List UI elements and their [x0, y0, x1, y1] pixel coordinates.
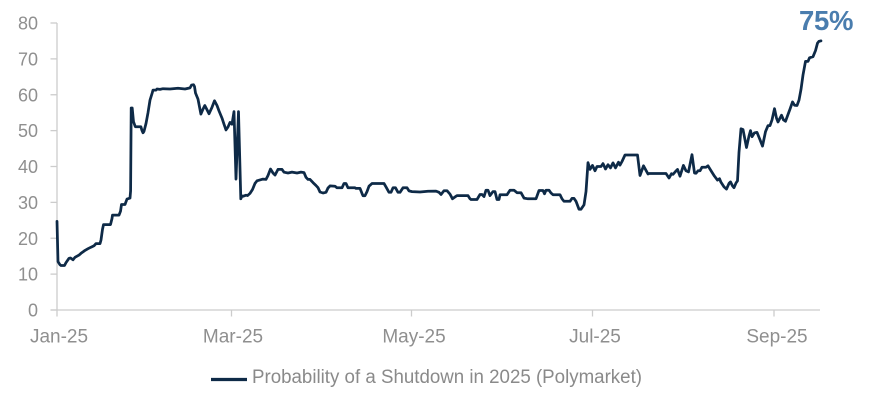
svg-text:Mar-25: Mar-25 — [203, 327, 263, 348]
svg-text:Sep-25: Sep-25 — [746, 327, 807, 348]
svg-text:75%: 75% — [799, 5, 853, 36]
svg-text:30: 30 — [18, 193, 38, 213]
svg-text:Jan-25: Jan-25 — [30, 327, 88, 348]
svg-text:10: 10 — [18, 265, 38, 285]
svg-text:50: 50 — [18, 121, 38, 141]
svg-text:May-25: May-25 — [382, 327, 445, 348]
svg-text:20: 20 — [18, 229, 38, 249]
svg-text:80: 80 — [18, 14, 38, 34]
svg-text:60: 60 — [18, 85, 38, 105]
svg-text:0: 0 — [28, 301, 38, 321]
svg-text:40: 40 — [18, 157, 38, 177]
svg-text:70: 70 — [18, 49, 38, 69]
svg-text:Probability of a Shutdown in 2: Probability of a Shutdown in 2025 (Polym… — [252, 367, 642, 388]
svg-text:Jul-25: Jul-25 — [569, 327, 621, 348]
